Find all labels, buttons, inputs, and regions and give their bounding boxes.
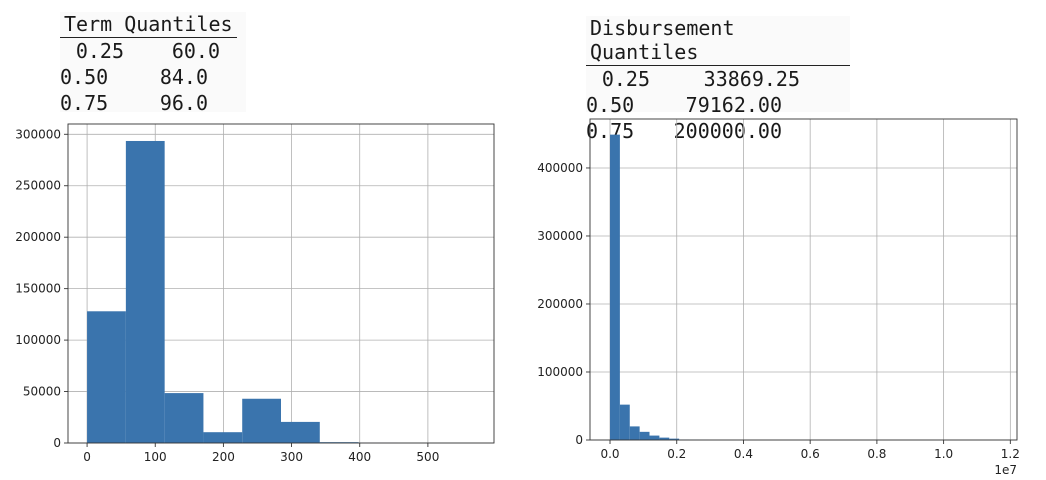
quantile-value: 60.0 xyxy=(171,39,220,63)
x-tick-label: 200 xyxy=(212,450,235,464)
histogram-bar xyxy=(619,404,630,440)
histogram-bar xyxy=(281,421,320,443)
y-tick-label: 100000 xyxy=(537,365,583,379)
quantile-value: 200000.00 xyxy=(673,119,782,143)
quantile-key: 0.50 xyxy=(60,65,109,89)
x-tick-label: 0 xyxy=(83,450,91,464)
quantile-value: 33869.25 xyxy=(703,67,800,91)
y-tick-label: 300000 xyxy=(537,229,583,243)
y-tick-label: 0 xyxy=(575,433,583,447)
x-tick-label: 0.2 xyxy=(667,447,686,461)
table-row: 0.25 60.0 xyxy=(60,38,246,64)
y-tick-label: 400000 xyxy=(537,161,583,175)
histogram-bar xyxy=(659,437,670,440)
x-tick-label: 1.2 xyxy=(1001,447,1020,461)
y-tick-label: 200000 xyxy=(537,297,583,311)
quantile-value: 96.0 xyxy=(159,91,208,115)
x-tick-label: 1.0 xyxy=(934,447,953,461)
x-tick-label: 100 xyxy=(144,450,167,464)
term-quantiles-title: Term Quantiles xyxy=(60,12,237,38)
histogram-bar xyxy=(164,393,204,443)
disbursement-quantiles-table: Disbursement Quantiles 0.25 33869.25 0.50… xyxy=(586,16,850,143)
quantile-key: 0.25 xyxy=(601,67,650,91)
histogram-bar xyxy=(125,140,165,443)
x-tick-label: 300 xyxy=(280,450,303,464)
histogram-bar xyxy=(649,435,660,440)
x-tick-label: 0.6 xyxy=(801,447,820,461)
plot-frame xyxy=(589,118,1018,441)
table-row: 0.50 84.0 xyxy=(60,64,246,90)
x-tick-label: 0.0 xyxy=(600,447,619,461)
x-offset-label: 1e7 xyxy=(994,463,1017,477)
y-tick-label: 50000 xyxy=(23,385,61,399)
y-tick-label: 300000 xyxy=(15,127,61,141)
quantile-value: 79162.00 xyxy=(685,93,782,117)
y-tick-label: 250000 xyxy=(15,179,61,193)
x-tick-label: 400 xyxy=(348,450,371,464)
y-tick-label: 100000 xyxy=(15,333,61,347)
x-tick-label: 0.4 xyxy=(734,447,753,461)
quantile-key: 0.25 xyxy=(75,39,124,63)
table-row: 0.75 96.0 xyxy=(60,90,246,116)
x-tick-label: 0.8 xyxy=(867,447,886,461)
histogram-bar xyxy=(242,398,281,443)
histogram-bar xyxy=(87,311,126,443)
quantile-key: 0.50 xyxy=(586,93,635,117)
disbursement-histogram: 0.0 0.2 0.4 0.6 0.8 1.0 1.2 0 100000 200000 300000… xyxy=(537,118,1020,477)
y-tick-label: 150000 xyxy=(15,282,61,296)
term-histogram: 0 100 200 300 400 500 0 50000 100000 150000 200000… xyxy=(15,123,495,464)
histogram-bar xyxy=(203,432,243,443)
quantile-value: 84.0 xyxy=(159,65,208,89)
y-tick-label: 0 xyxy=(53,436,61,450)
term-quantiles-table: Term Quantiles 0.25 60.0 0.50 84.0 0.75 96.… xyxy=(60,12,246,115)
table-row: 0.25 33869.25 xyxy=(586,66,850,92)
y-tick-label: 200000 xyxy=(15,230,61,244)
histogram-bar xyxy=(610,134,620,440)
disbursement-quantiles-title: Disbursement Quantiles xyxy=(586,16,850,66)
table-row: 0.50 79162.00 xyxy=(586,92,850,118)
histogram-bar xyxy=(629,426,640,440)
plot-frame xyxy=(67,123,495,444)
histogram-bar xyxy=(639,431,650,440)
x-tick-label: 500 xyxy=(416,450,439,464)
quantile-key: 0.75 xyxy=(60,91,109,115)
histogram-bar xyxy=(669,438,680,440)
